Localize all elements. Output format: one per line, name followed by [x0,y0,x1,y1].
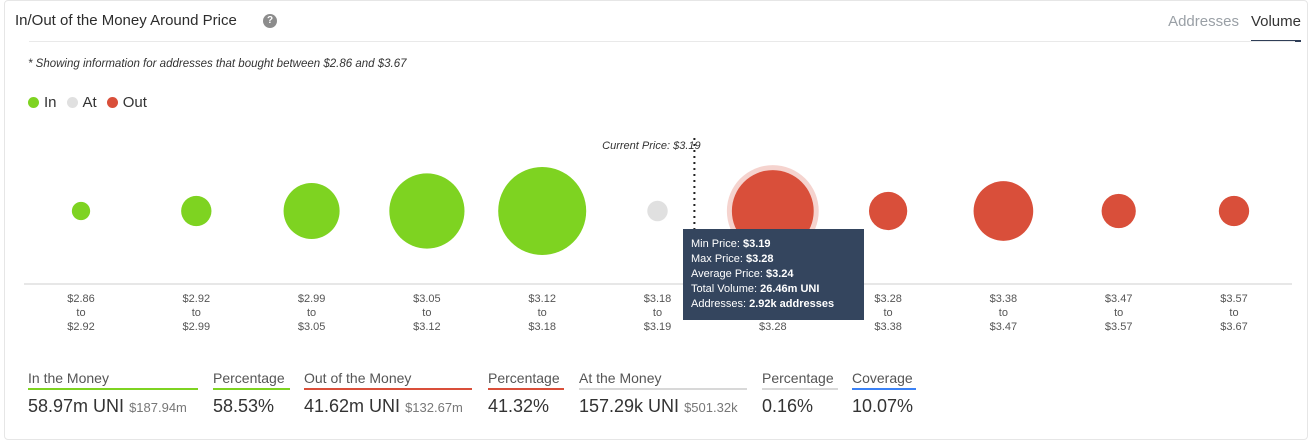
stat-coverage: Coverage 10.07% [852,370,916,417]
tooltip-row: Min Price: $3.19 [691,238,771,250]
stat-label: Percentage [488,370,560,386]
chart-legend: In At Out [28,94,147,111]
x-tick-label: $3.19 [644,321,672,333]
bubble-in[interactable] [181,195,212,227]
stat-at-the-money: At the Money 157.29k UNI $501.32k [579,370,747,417]
tooltip-row: Addresses: 2.92k addresses [691,298,835,310]
stat-underline [762,388,838,390]
card-title: In/Out of the Money Around Price [15,12,237,29]
bubble-out[interactable] [868,191,908,231]
x-tick-label: to [538,307,547,319]
x-tick-label: to [422,307,431,319]
stat-underline [488,388,564,390]
x-tick-label: to [76,307,85,319]
x-tick-label: to [1114,307,1123,319]
x-tick-label: $3.05 [413,293,441,305]
stat-value: 41.32% [488,396,550,416]
stat-label: Percentage [762,370,834,386]
x-tick-label: $3.12 [413,321,441,333]
x-tick-label: $3.18 [644,293,672,305]
bubble-in[interactable] [498,167,587,255]
x-tick-label: to [653,307,662,319]
x-tick-label: $2.92 [183,293,211,305]
bubble-out[interactable] [973,181,1034,241]
x-tick-label: $3.28 [759,321,787,333]
tooltip-row: Max Price: $3.28 [691,253,774,265]
stat-label: At the Money [579,370,662,386]
stat-subvalue: $132.67m [405,400,463,415]
bubble-in[interactable] [71,201,91,221]
x-tick-label: $3.12 [528,293,556,305]
stat-subvalue: $187.94m [129,400,187,415]
x-tick-label: $3.57 [1105,321,1133,333]
x-tick-label: $3.38 [990,293,1018,305]
legend-dot-out [106,97,118,108]
stat-value: 58.97m UNI [28,396,125,416]
x-tick-label: $3.18 [528,321,556,333]
stat-in-percentage: Percentage 58.53% [213,370,290,417]
x-tick-label: $3.47 [990,321,1018,333]
x-tick-label: $2.99 [298,293,326,305]
x-tick-label: $3.47 [1105,293,1133,305]
legend-label-out: Out [122,94,147,111]
stat-underline [213,388,290,390]
stat-out-percentage: Percentage 41.32% [488,370,564,417]
legend-dot-at [66,97,78,108]
x-tick-label: $3.28 [874,293,902,305]
stat-subvalue: $501.32k [684,400,738,415]
x-tick-label: $3.57 [1220,293,1248,305]
stat-underline [304,388,472,390]
help-icon[interactable]: ? [263,14,277,28]
bubble-out[interactable] [1218,195,1250,227]
bubble-chart: $2.86 to $2.92 $2.92 to $2.99 $2.99 to $3.05 $3.0… [24,138,1292,333]
bubble-out[interactable] [1101,193,1136,229]
tab-addresses[interactable]: Addresses [1168,13,1239,30]
x-tick-label: to [884,307,893,319]
legend-label-in: In [44,94,57,111]
bubble-in[interactable] [283,182,340,240]
header-divider [29,41,1295,42]
bubble-at[interactable] [647,200,668,222]
x-tick-label: to [192,307,201,319]
bubble-tooltip: Min Price: $3.19 Max Price: $3.28 Averag… [683,229,864,320]
x-tick-label: $3.05 [298,321,326,333]
stat-value: 58.53% [213,396,275,416]
stat-underline [852,388,916,390]
stat-at-percentage: Percentage 0.16% [762,370,838,417]
x-tick-label: to [999,307,1008,319]
stat-value: 0.16% [762,396,814,416]
x-tick-label: to [307,307,316,319]
stat-value: 41.62m UNI [304,396,401,416]
stat-in-the-money: In the Money 58.97m UNI $187.94m [28,370,198,417]
x-tick-label: $2.92 [67,321,95,333]
range-note: * Showing information for addresses that… [28,58,407,70]
current-price-label: Current Price: $3.19 [602,140,700,152]
stat-out-of-the-money: Out of the Money 41.62m UNI $132.67m [304,370,472,417]
tooltip-row: Total Volume: 26.46m UNI [691,283,820,295]
stat-underline [28,388,198,390]
tooltip-row: Average Price: $3.24 [691,268,794,280]
stat-label: Coverage [852,370,913,386]
x-tick-label: $2.86 [67,293,95,305]
stat-underline [579,388,747,390]
x-tick-label: $3.67 [1220,321,1248,333]
stat-value: 157.29k UNI [579,396,680,416]
legend-item-at[interactable]: At [66,94,97,111]
stat-label: Percentage [213,370,285,386]
x-tick-label: $2.99 [183,321,211,333]
bubble-in[interactable] [389,173,465,249]
stat-value: 10.07% [852,396,914,416]
stat-label: In the Money [28,370,109,386]
legend-dot-in [28,97,39,108]
legend-item-out[interactable]: Out [106,94,147,111]
stat-label: Out of the Money [304,370,412,386]
legend-label-at: At [82,94,97,111]
x-tick-label: to [1229,307,1238,319]
x-tick-label: $3.38 [874,321,902,333]
legend-item-in[interactable]: In [28,94,57,111]
